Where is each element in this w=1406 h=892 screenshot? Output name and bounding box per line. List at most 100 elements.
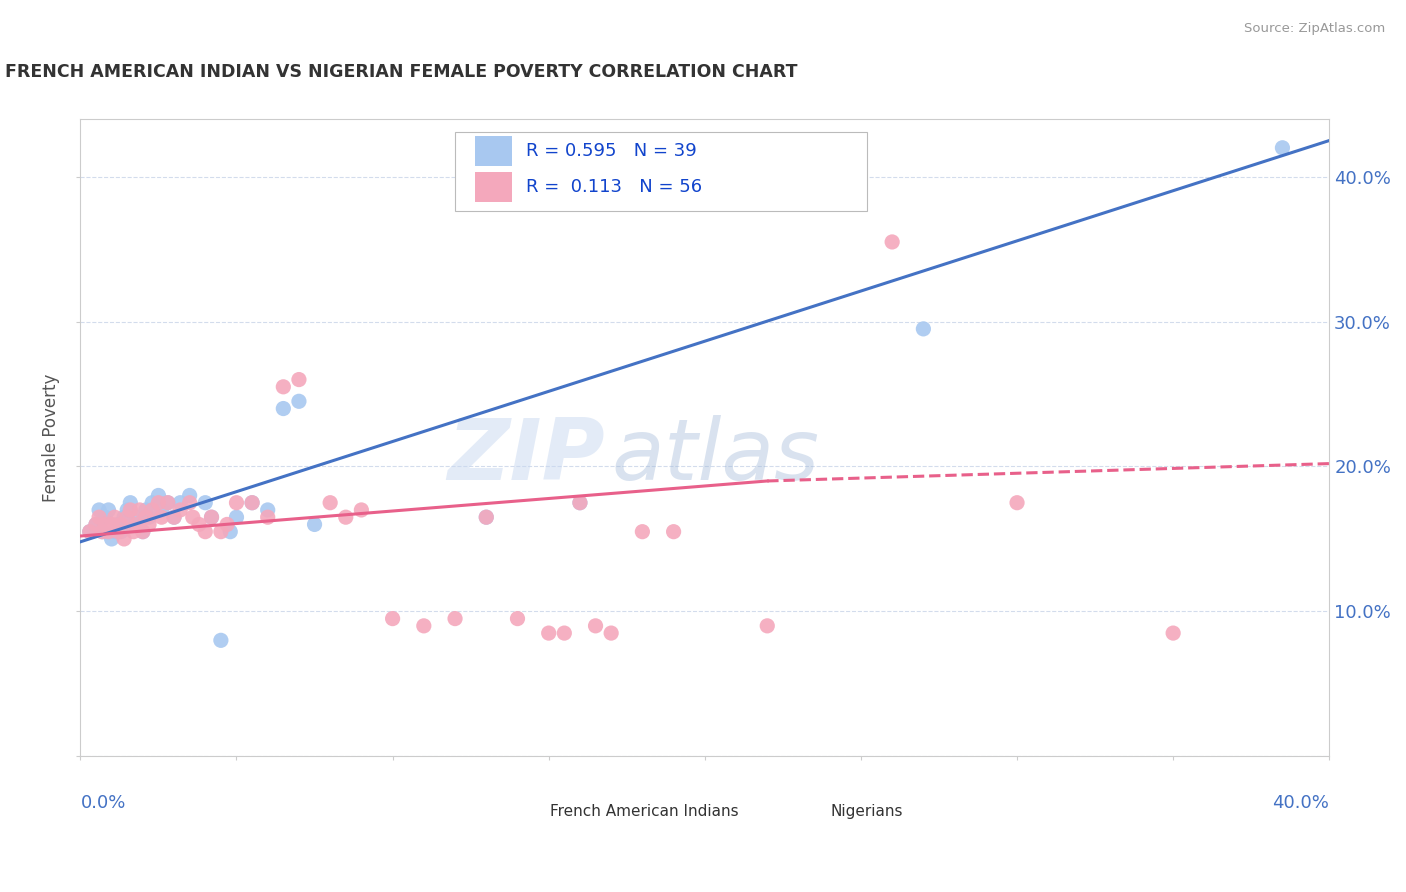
Point [107,517,129,532]
Point [412,619,434,633]
Point [194,524,217,539]
Point [568,496,591,510]
Point [600,626,623,640]
Point [200,510,222,524]
FancyBboxPatch shape [797,801,827,822]
Point [107,524,129,539]
Point [1005,496,1028,510]
Point [288,373,311,387]
Point [138,517,160,532]
Point [169,503,191,517]
Text: 40.0%: 40.0% [1272,795,1329,813]
Text: Source: ZipAtlas.com: Source: ZipAtlas.com [1244,22,1385,36]
Point [163,510,186,524]
Point [475,510,498,524]
Point [87,503,110,517]
Point [225,496,247,510]
Point [135,503,157,517]
FancyBboxPatch shape [516,801,546,822]
Point [188,517,211,532]
Point [179,488,201,502]
Point [335,510,357,524]
Point [156,496,179,510]
Point [120,503,142,517]
Point [112,510,135,524]
Point [125,510,148,524]
Point [568,496,591,510]
Point [120,496,142,510]
Text: atlas: atlas [612,415,820,498]
Point [912,322,935,336]
Point [97,524,120,539]
Point [288,394,311,409]
Point [150,510,173,524]
Point [115,510,138,524]
Point [135,510,157,524]
Point [79,524,101,539]
Point [209,633,232,648]
Point [84,517,107,532]
Point [273,401,295,416]
Point [553,626,575,640]
Point [506,611,529,625]
Point [84,517,107,532]
Point [475,510,498,524]
Point [122,517,145,532]
Point [304,517,326,532]
Point [882,235,904,249]
Text: Nigerians: Nigerians [831,805,904,819]
Point [104,524,127,539]
Point [141,503,163,517]
Point [256,510,278,524]
Point [148,496,170,510]
Point [194,496,217,510]
Point [240,496,263,510]
Point [319,496,342,510]
Point [104,510,127,524]
Point [132,524,155,539]
Point [225,510,247,524]
Point [148,488,170,502]
Point [150,503,173,517]
Point [156,496,179,510]
Point [217,517,239,532]
Point [756,619,779,633]
Point [381,611,404,625]
Point [91,524,114,539]
FancyBboxPatch shape [475,136,513,166]
Point [141,496,163,510]
Text: FRENCH AMERICAN INDIAN VS NIGERIAN FEMALE POVERTY CORRELATION CHART: FRENCH AMERICAN INDIAN VS NIGERIAN FEMAL… [6,62,799,80]
Point [138,510,160,524]
Point [97,503,120,517]
Point [125,517,148,532]
Point [219,524,242,539]
Point [256,503,278,517]
Y-axis label: Female Poverty: Female Poverty [42,374,60,501]
Text: 0.0%: 0.0% [80,795,125,813]
Point [122,524,145,539]
Point [1161,626,1184,640]
Point [110,524,132,539]
Point [200,510,222,524]
Point [94,517,117,532]
Point [91,524,114,539]
Point [585,619,607,633]
Point [100,532,122,546]
Point [128,503,150,517]
Point [1271,141,1294,155]
Point [240,496,263,510]
Point [169,496,191,510]
Point [87,510,110,524]
Point [115,503,138,517]
Point [181,510,204,524]
Point [273,380,295,394]
Point [112,532,135,546]
Point [110,517,132,532]
Point [631,524,654,539]
Point [100,517,122,532]
Text: R = 0.595   N = 39: R = 0.595 N = 39 [526,142,697,160]
Point [209,524,232,539]
Text: ZIP: ZIP [447,415,605,498]
Text: R =  0.113   N = 56: R = 0.113 N = 56 [526,178,703,196]
Point [444,611,467,625]
